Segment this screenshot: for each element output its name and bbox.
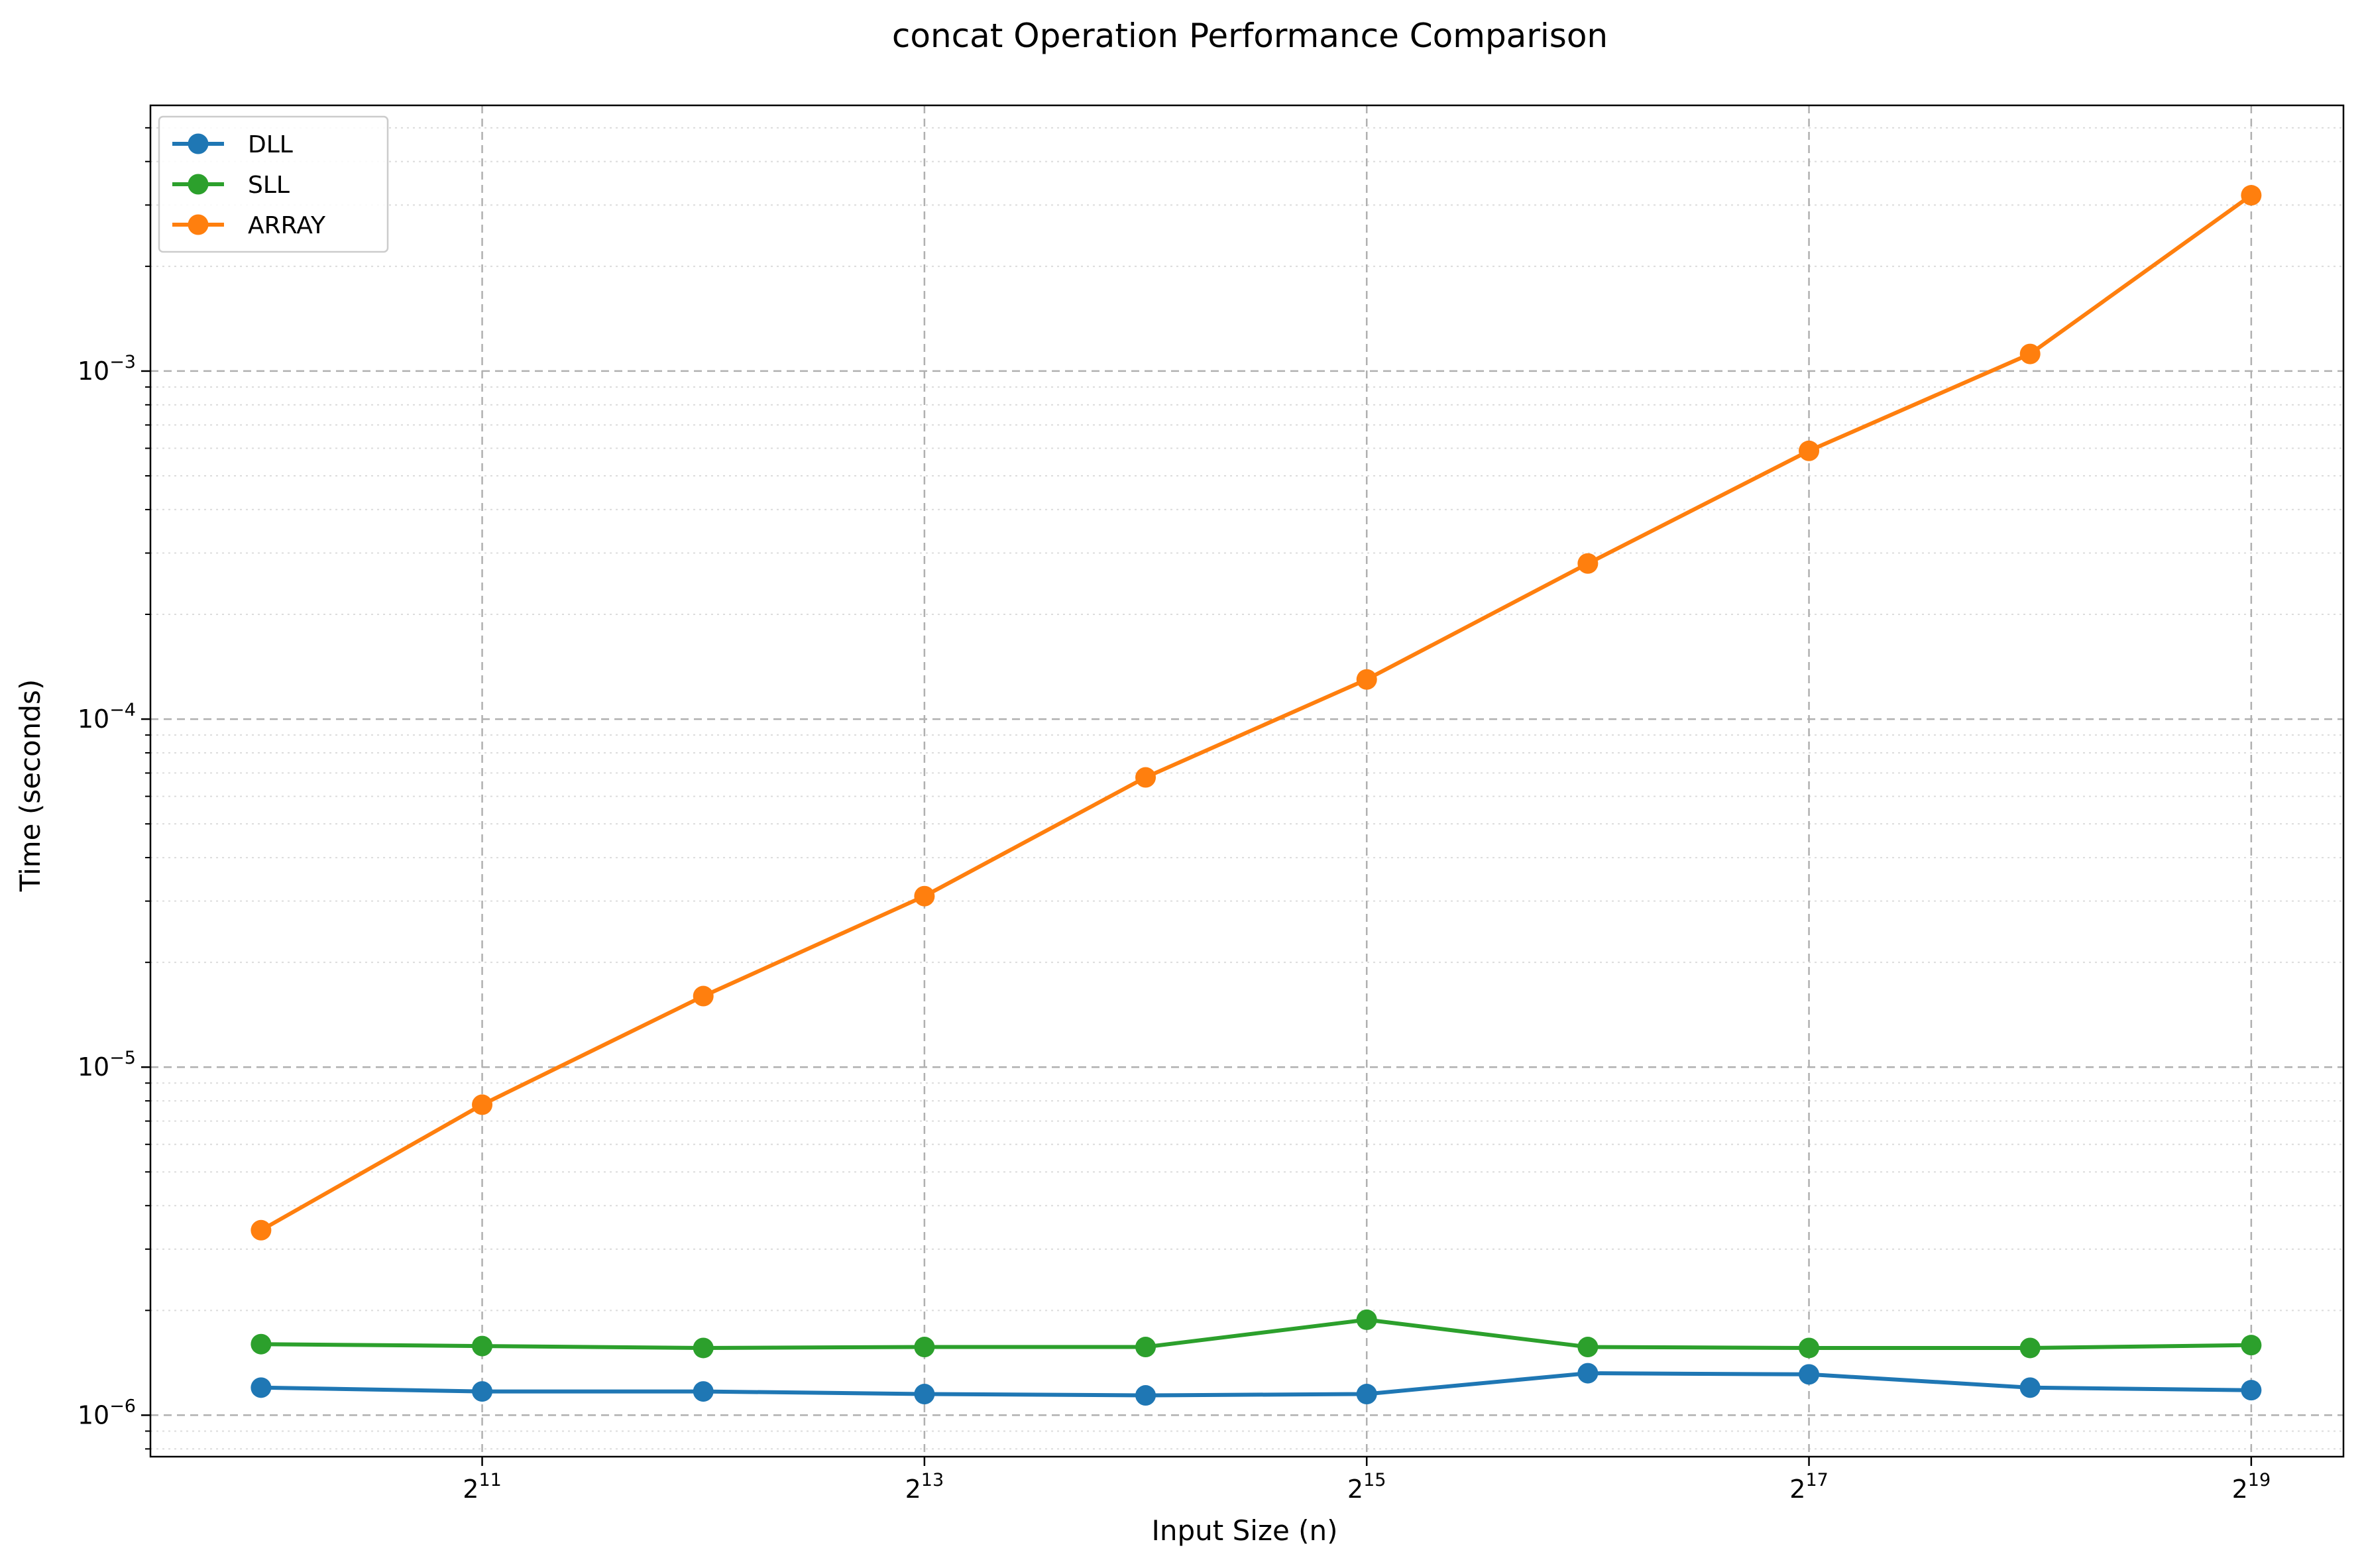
data-point-sll	[914, 1337, 935, 1358]
x-tick-label: 213	[905, 1470, 944, 1504]
data-point-sll	[251, 1333, 272, 1355]
data-point-sll	[2241, 1335, 2262, 1356]
data-point-array	[693, 985, 714, 1007]
legend-item-sll: SLL	[172, 172, 290, 199]
y-tick-label: 10−6	[78, 1396, 136, 1429]
data-point-array	[1577, 553, 1599, 574]
y-axis-label: Time (seconds)	[14, 679, 46, 893]
data-point-dll	[472, 1381, 493, 1402]
y-axis-ticks: 10−6 10−5 10−4 10−3	[78, 127, 150, 1450]
legend-label-dll: DLL	[248, 131, 293, 158]
legend-marker-sll	[188, 174, 209, 195]
data-point-dll	[1135, 1385, 1156, 1406]
data-point-sll	[1135, 1337, 1156, 1358]
legend-box	[158, 115, 389, 253]
series-line-sll	[260, 1317, 2251, 1350]
data-point-dll	[251, 1377, 272, 1398]
y-tick-label: 10−4	[78, 700, 136, 734]
legend-marker-array	[188, 214, 209, 235]
data-point-array	[2019, 343, 2041, 364]
x-axis-ticks: 211 213 215 217 219	[463, 1457, 2271, 1504]
x-tick-label: 215	[1347, 1470, 1386, 1504]
data-point-dll	[2019, 1377, 2041, 1398]
series-array	[251, 185, 2262, 1241]
series-line-dll	[260, 1371, 2251, 1398]
data-point-array	[1356, 669, 1377, 690]
legend-marker-dll	[188, 133, 209, 154]
data-point-dll	[2241, 1380, 2262, 1401]
data-point-array	[472, 1094, 493, 1115]
data-point-array	[1135, 767, 1156, 788]
data-point-dll	[914, 1384, 935, 1405]
legend-item-dll: DLL	[172, 131, 293, 158]
data-point-sll	[693, 1337, 714, 1359]
data-point-sll	[1799, 1337, 1820, 1359]
plot-frame	[149, 104, 2345, 1458]
data-point-array	[251, 1219, 272, 1241]
x-tick-label: 211	[463, 1470, 502, 1504]
series-dll	[251, 1363, 2262, 1406]
series-line-array	[260, 194, 2253, 1232]
legend-item-array: ARRAY	[172, 212, 326, 239]
minor-gridlines	[150, 127, 2343, 1450]
data-point-dll	[693, 1381, 714, 1402]
y-tick-label: 10−3	[78, 352, 136, 386]
data-point-array	[2241, 185, 2262, 206]
x-tick-label: 219	[2232, 1470, 2271, 1504]
series-layer	[251, 185, 2262, 1406]
data-point-sll	[2019, 1337, 2041, 1359]
series-sll	[251, 1309, 2262, 1359]
x-axis-label: Input Size (n)	[1151, 1514, 1337, 1547]
major-gridlines	[150, 105, 2343, 1457]
data-point-sll	[1356, 1309, 1377, 1330]
x-tick-label: 217	[1789, 1470, 1829, 1504]
chart-title: concat Operation Performance Comparison	[892, 17, 1608, 55]
data-point-sll	[472, 1335, 493, 1357]
legend: DLL SLL ARRAY	[158, 115, 389, 253]
legend-label-array: ARRAY	[248, 212, 326, 239]
data-point-array	[914, 885, 935, 907]
data-point-dll	[1577, 1363, 1599, 1384]
data-point-dll	[1356, 1384, 1377, 1405]
y-tick-label: 10−5	[78, 1048, 136, 1082]
legend-label-sll: SLL	[248, 172, 290, 199]
data-point-dll	[1799, 1364, 1820, 1385]
data-point-array	[1799, 440, 1820, 461]
data-point-sll	[1577, 1337, 1599, 1358]
